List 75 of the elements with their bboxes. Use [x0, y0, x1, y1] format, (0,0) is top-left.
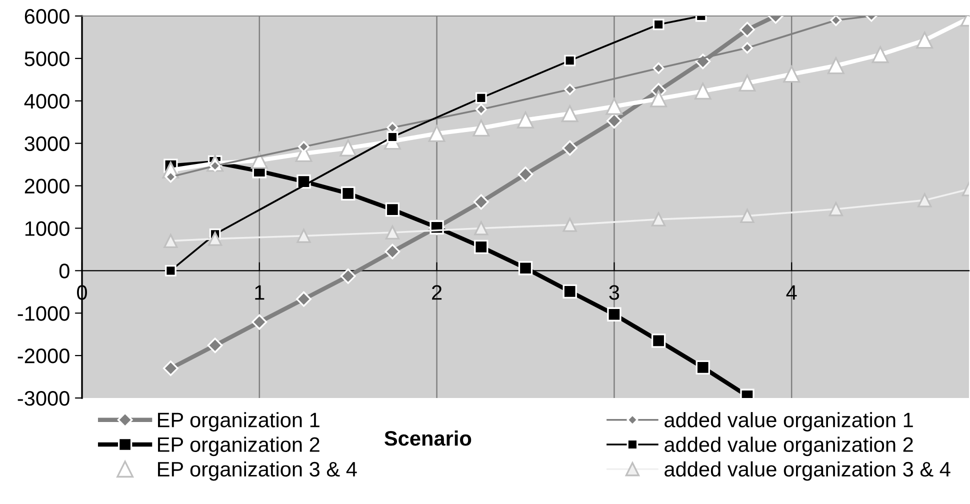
x-tick-label: 1: [255, 285, 264, 300]
point: [651, 212, 666, 226]
point: [384, 244, 400, 260]
point: [828, 202, 844, 216]
legend-label: EP organization 3 & 4: [158, 461, 357, 481]
point: [473, 194, 489, 210]
point: [474, 240, 488, 254]
point: [475, 92, 487, 104]
point: [517, 112, 534, 128]
point: [738, 74, 756, 92]
point: [474, 221, 488, 236]
legend-label: EP organization 2: [158, 436, 320, 456]
point: [340, 140, 357, 156]
legend-label: added value organization 3 & 4: [664, 461, 950, 481]
point: [475, 104, 487, 116]
point: [250, 152, 268, 169]
point: [298, 140, 310, 152]
y-tick-label: 5000: [24, 51, 70, 66]
point: [296, 291, 312, 307]
point: [606, 98, 623, 115]
point: [472, 120, 490, 137]
point: [740, 208, 754, 223]
point: [830, 16, 842, 26]
point: [740, 22, 755, 38]
point: [385, 202, 400, 217]
y-tick-label: 6000: [24, 9, 70, 24]
point: [518, 166, 534, 182]
point: [385, 225, 400, 240]
point: [650, 90, 668, 108]
x-tick-label: 4: [786, 285, 797, 300]
point: [162, 360, 178, 376]
point: [518, 261, 533, 276]
point: [386, 131, 398, 143]
legend-label: EP organization 1: [158, 412, 320, 432]
point: [872, 46, 889, 64]
point: [341, 186, 356, 201]
point: [652, 62, 664, 74]
y-tick-label: 3000: [24, 136, 70, 152]
point: [564, 84, 576, 96]
point: [165, 264, 176, 276]
legend-label: added value organization 2: [664, 436, 913, 456]
point: [164, 234, 178, 248]
point: [651, 334, 666, 348]
x-axis-title: Scenario: [384, 430, 472, 446]
y-tick-label: -1000: [18, 306, 70, 321]
point: [208, 232, 222, 246]
y-tick-label: 0: [59, 264, 70, 278]
point: [607, 307, 622, 322]
point: [696, 360, 710, 375]
point: [827, 57, 844, 74]
y-tick-label: -2000: [18, 348, 70, 364]
point: [428, 125, 446, 142]
y-tick-label: 2000: [24, 178, 70, 194]
point: [561, 105, 578, 122]
point: [562, 140, 578, 156]
point: [606, 113, 622, 129]
point: [207, 338, 223, 354]
x-tick-label: 2: [432, 285, 442, 300]
point: [296, 228, 311, 243]
point: [564, 54, 576, 66]
y-tick-label: 4000: [24, 94, 70, 109]
y-tick-label: -3000: [18, 391, 70, 406]
point: [918, 193, 932, 208]
point: [916, 32, 934, 49]
point: [783, 66, 800, 83]
y-tick-label: 1000: [25, 221, 70, 236]
point: [742, 42, 753, 54]
legend-label: added value organization 1: [664, 412, 913, 432]
point: [562, 284, 577, 299]
point: [252, 314, 268, 330]
point: [694, 82, 712, 100]
point: [340, 268, 356, 284]
x-tick-label: 3: [609, 285, 620, 300]
point: [652, 18, 664, 30]
point: [562, 218, 577, 232]
